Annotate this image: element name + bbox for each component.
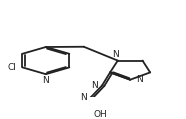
Text: N: N: [80, 93, 87, 102]
Text: OH: OH: [93, 110, 107, 119]
Text: N: N: [42, 76, 49, 85]
Text: Cl: Cl: [8, 63, 17, 72]
Text: N: N: [112, 50, 119, 59]
Text: N: N: [136, 75, 143, 84]
Text: N: N: [91, 81, 98, 90]
